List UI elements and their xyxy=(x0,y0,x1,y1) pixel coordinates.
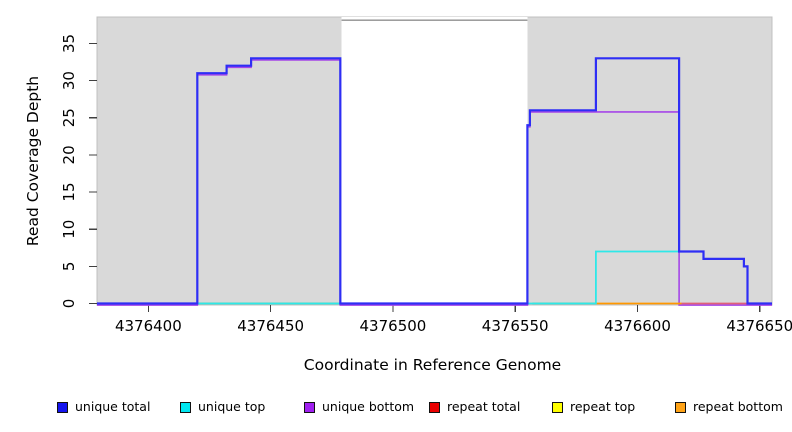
y-tick-label: 5 xyxy=(60,262,78,272)
y-tick-label: 20 xyxy=(60,145,78,164)
x-tick-label: 4376450 xyxy=(237,317,304,335)
masked-region xyxy=(341,17,528,305)
y-tick-label: 30 xyxy=(60,71,78,90)
legend-swatch-unique-top xyxy=(180,401,191,413)
x-tick-label: 4376600 xyxy=(604,317,671,335)
legend-label: repeat bottom xyxy=(693,399,783,414)
legend-swatch-repeat-total xyxy=(429,401,440,413)
legend-label: repeat total xyxy=(447,399,521,414)
y-tick-label: 0 xyxy=(60,299,78,309)
legend-label: repeat top xyxy=(570,399,636,414)
x-tick-label: 4376400 xyxy=(115,317,182,335)
coverage-plot-canvas: 4376400 4376450 4376500 4376550 4376600 43766… xyxy=(60,16,792,335)
x-axis-title: Coordinate in Reference Genome xyxy=(303,356,562,374)
series-unique-total xyxy=(97,57,772,305)
legend-label: unique bottom xyxy=(322,399,415,414)
legend-swatch-repeat-top xyxy=(552,401,563,413)
legend-swatch-unique-bottom xyxy=(304,401,315,413)
legend: unique total unique top unique bottom re… xyxy=(0,399,792,419)
legend-swatch-unique-total xyxy=(57,401,68,413)
legend-swatch-repeat-bottom xyxy=(675,401,686,413)
legend-item-unique-total: unique total xyxy=(57,399,150,415)
legend-item-unique-bottom: unique bottom xyxy=(304,399,414,415)
legend-item-unique-top: unique top xyxy=(180,399,265,415)
x-tick-label: 4376500 xyxy=(360,317,427,335)
legend-label: unique top xyxy=(198,399,266,414)
y-tick-label: 35 xyxy=(60,34,78,53)
x-tick-label: 4376550 xyxy=(482,317,549,335)
y-axis-title: Read Coverage Depth xyxy=(24,75,42,247)
y-tick-label: 10 xyxy=(60,220,78,239)
legend-item-repeat-total: repeat total xyxy=(429,399,520,415)
y-tick-label: 25 xyxy=(60,108,78,127)
legend-item-repeat-bottom: repeat bottom xyxy=(675,399,783,415)
legend-item-repeat-top: repeat top xyxy=(552,399,635,415)
legend-label: unique total xyxy=(75,399,151,414)
y-tick-label: 15 xyxy=(60,183,78,202)
x-tick-label: 4376650 xyxy=(726,317,792,335)
